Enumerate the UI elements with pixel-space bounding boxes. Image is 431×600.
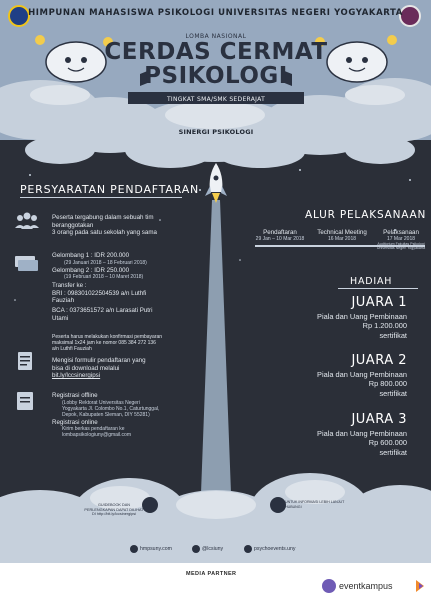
timeline-venue: Auditorium Fakultas Psikologi Universita…: [376, 242, 426, 250]
level-banner: [128, 92, 304, 104]
timeline-label: Pendaftaran: [263, 229, 297, 236]
media-partner-label: MEDIA PARTNER: [186, 571, 237, 577]
timeline-line: [255, 245, 425, 247]
rocket-icon: [205, 163, 227, 203]
prize-amount: Rp 600.000: [368, 438, 407, 448]
prize-line: sertifikat: [379, 330, 407, 340]
prize-2-rank: JUARA 2: [351, 353, 407, 368]
theme-label: SINERGI PSIKOLOGI: [178, 128, 254, 136]
timeline-item-event: Pelaksanaan 17 Mar 2018 Auditorium Fakul…: [372, 229, 430, 250]
form-download-link[interactable]: bit.ly/lccsinergipsi: [52, 372, 101, 380]
eventkampus-logo-icon: [322, 579, 336, 593]
phone-icon: [270, 497, 286, 513]
bca-account-name: Utami: [52, 314, 69, 322]
form-line: bisa di download melalui: [52, 364, 120, 372]
fee-block: Gelombang 1 : IDR 200.000 (29 Januari 20…: [52, 252, 202, 322]
footer-band: [0, 563, 431, 600]
eligibility-text: Peserta tergabung dalam sebuah tim beran…: [52, 214, 192, 237]
organization-title: HIMPUNAN MAHASISWA PSIKOLOGI UNIVERSITAS…: [28, 8, 403, 18]
prize-line: Piala dan Uang Pembinaan: [317, 370, 407, 379]
prize-line: sertifikat: [379, 447, 407, 457]
registration-email[interactable]: lombapsikologiuny@gmail.com: [62, 432, 131, 439]
instagram-icon: [244, 545, 252, 553]
cloud-highlights: [30, 85, 405, 129]
bca-account: BCA : 0373651572 a/n Larasati Putri: [52, 306, 153, 314]
prize-line: Piala dan Uang Pembinaan: [317, 312, 407, 321]
wave-1-fee: Gelombang 1 : IDR 200.000: [52, 252, 130, 259]
eventkampus-name: eventkampus: [339, 581, 393, 591]
bri-account: BRI : 098301022504539 a/n Luthfi: [52, 289, 147, 297]
brain-mascot-left: [35, 35, 113, 83]
wave-2-dates: (19 Februari 2018 – 10 Maret 2018): [64, 274, 144, 281]
requirements-heading: PERSYARATAN PENDAFTARAN: [20, 183, 200, 196]
twitter-icon: [192, 545, 200, 553]
guidebook-note: GUIDEBOOK DAN PERLENGKAPAN DAPAT DILIHAT…: [84, 503, 144, 516]
form-icon: [17, 392, 33, 410]
registration-block: Registrasi offline (Lobby Rektorat Unive…: [52, 392, 212, 438]
instagram-handle[interactable]: psychoevents.uny: [254, 546, 296, 552]
hmp-logo: [399, 5, 421, 27]
rocket-trail: [200, 200, 232, 520]
prize-amount: Rp 800.000: [368, 379, 407, 389]
form-line: Mengisi formulir pendaftaran yang: [52, 357, 146, 364]
twitter-handle[interactable]: @lcsiuny: [202, 546, 224, 552]
timeline-label: Pelaksanaan: [383, 229, 419, 236]
transfer-label: Transfer ke :: [52, 282, 87, 290]
online-detail: Kirim berkas pendaftaran ke: [62, 426, 125, 433]
timeline-item-technical-meeting: Technical Meeting 16 Mar 2018: [312, 229, 372, 242]
offline-address: (Lobby Rektorat Universitas Negeri: [62, 399, 140, 406]
prize-3-rank: JUARA 3: [351, 412, 407, 427]
prize-heading: HADIAH: [350, 276, 393, 287]
eligibility-line: Peserta tergabung dalam sebuah tim: [52, 214, 154, 221]
eligibility-line: 3 orang pada satu sekolah yang sama: [52, 229, 157, 237]
timeline-date: 29 Jan – 10 Mar 2018: [255, 236, 305, 242]
stars: [14, 169, 411, 301]
offline-address: Yogyakarta Jl. Colombo No.1, Caturtungga…: [62, 405, 160, 412]
title-line-1: CERDAS CERMAT: [104, 39, 328, 65]
confirm-line: maksimal 1x24 jam ke nomor 085 384 272 1…: [52, 340, 156, 346]
web-icon: [130, 545, 138, 553]
online-registration-label: Registrasi online: [52, 418, 98, 426]
offline-registration-label: Registrasi offline: [52, 392, 98, 399]
prize-3-detail: Piala dan Uang Pembinaan Rp 600.000 sert…: [207, 429, 407, 457]
prize-line: Piala dan Uang Pembinaan: [317, 429, 407, 438]
partner-mark-icon: [416, 580, 424, 592]
title-line-2: PSIKOLOGI: [144, 63, 288, 89]
wave-1-dates: (29 Januari 2018 – 18 Februari 2018): [64, 259, 147, 266]
prize-2-detail: Piala dan Uang Pembinaan Rp 800.000 sert…: [207, 370, 407, 398]
contact-note: UNTUK INFORMASI LEBIH LANJUT HUBUNGI: [285, 500, 345, 509]
book-icon: [142, 497, 158, 513]
wave-2-fee: Gelombang 2 : IDR 250.000: [52, 266, 130, 274]
timeline-date: 16 Mar 2018: [327, 236, 357, 242]
timeline-heading: ALUR PELAKSANAAN: [305, 209, 427, 221]
website-link[interactable]: hmpsuny.com: [140, 546, 172, 552]
document-icon: [18, 352, 32, 370]
competition-label: LOMBA NASIONAL: [185, 33, 247, 40]
money-icon: [15, 256, 38, 271]
eligibility-line: beranggotakan: [52, 221, 94, 229]
bottom-cloud-highlights: [90, 480, 345, 519]
prize-divider: [338, 288, 418, 289]
uny-logo: [8, 5, 30, 27]
timeline-item-registration: Pendaftaran 29 Jan – 10 Mar 2018: [250, 229, 310, 242]
form-download: Mengisi formulir pendaftaran yang bisa d…: [52, 357, 202, 380]
prize-line: sertifikat: [379, 388, 407, 398]
confirmation-note: Peserta harus melakukan konfirmasi pemba…: [52, 334, 202, 352]
timeline-date: 17 Mar 2018: [386, 236, 416, 242]
brain-mascot-right: [315, 35, 397, 83]
confirm-line: a/n Luthfi Fauziah: [52, 346, 92, 352]
team-icon: [15, 212, 39, 229]
prize-1-detail: Piala dan Uang Pembinaan Rp 1.200.000 se…: [207, 312, 407, 340]
level-label: TINGKAT SMA/SMK SEDERAJAT: [166, 96, 266, 103]
confirm-line: Peserta harus melakukan konfirmasi pemba…: [52, 334, 163, 340]
bri-account-name: Fauziah: [52, 297, 75, 305]
requirements-divider: [20, 197, 182, 198]
prize-amount: Rp 1.200.000: [362, 321, 407, 331]
timeline-label: Technical Meeting: [317, 229, 367, 236]
prize-1-rank: JUARA 1: [351, 295, 407, 310]
offline-address: Depok, Kabupaten Sleman, DIY 55281): [62, 411, 150, 418]
